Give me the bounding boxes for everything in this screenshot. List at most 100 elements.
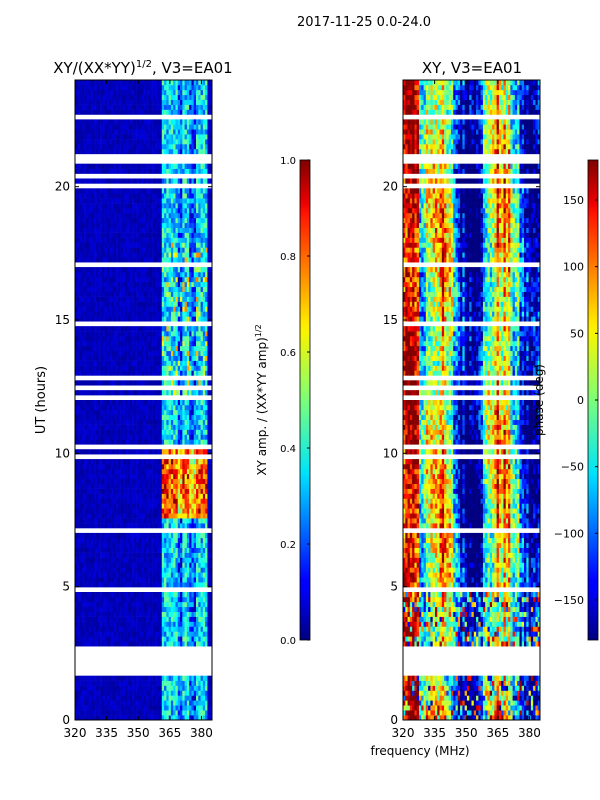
amplitude-heatmap-cell xyxy=(109,404,112,411)
amplitude-heatmap-cell xyxy=(111,636,115,642)
amplitude-heatmap-cell xyxy=(207,459,211,465)
amplitude-heatmap-cell xyxy=(116,523,119,529)
amplitude-heatmap-cell xyxy=(97,488,101,494)
amplitude-heatmap-cell xyxy=(122,459,126,465)
amplitude-heatmap-cell xyxy=(102,582,105,588)
amplitude-heatmap-cell xyxy=(184,286,188,292)
amplitude-heatmap-cell xyxy=(152,715,156,720)
amplitude-heatmap-cell xyxy=(95,636,99,642)
amplitude-heatmap-cell xyxy=(152,557,156,563)
amplitude-heatmap-cell xyxy=(100,311,103,317)
amplitude-heatmap-cell xyxy=(184,592,188,598)
amplitude-heatmap-cell xyxy=(86,523,89,529)
amplitude-heatmap-cell xyxy=(150,592,153,598)
amplitude-heatmap-cell xyxy=(159,518,163,524)
amplitude-heatmap-cell xyxy=(134,483,137,489)
amplitude-heatmap-cell xyxy=(136,513,140,519)
amplitude-heatmap-cell xyxy=(198,523,201,529)
amplitude-heatmap-cell xyxy=(207,340,211,347)
amplitude-heatmap-cell xyxy=(157,257,160,263)
amplitude-heatmap-cell xyxy=(159,257,163,263)
amplitude-heatmap-cell xyxy=(81,631,85,637)
amplitude-heatmap-cell xyxy=(81,429,85,435)
amplitude-heatmap-cell xyxy=(77,257,80,263)
amplitude-heatmap-cell xyxy=(170,606,174,612)
amplitude-heatmap-cell xyxy=(75,567,78,573)
amplitude-heatmap-cell xyxy=(104,291,108,297)
amplitude-heatmap-cell xyxy=(102,547,105,553)
amplitude-heatmap-cell xyxy=(77,291,80,297)
amplitude-heatmap-cell xyxy=(168,685,172,691)
amplitude-heatmap-cell xyxy=(145,404,149,411)
amplitude-heatmap-cell xyxy=(200,370,204,376)
amplitude-heatmap-cell xyxy=(145,596,149,603)
amplitude-heatmap-cell xyxy=(143,695,147,701)
amplitude-heatmap-cell xyxy=(90,606,94,612)
amplitude-heatmap-cell xyxy=(120,419,124,425)
amplitude-heatmap-cell xyxy=(205,537,208,544)
amplitude-heatmap-cell xyxy=(157,296,160,302)
amplitude-heatmap-cell xyxy=(189,601,192,608)
amplitude-heatmap-cell xyxy=(138,429,142,435)
amplitude-heatmap-cell xyxy=(79,459,83,465)
amplitude-heatmap-cell xyxy=(122,690,126,696)
amplitude-heatmap-cell xyxy=(175,695,179,701)
amplitude-heatmap-cell xyxy=(166,611,169,617)
amplitude-heatmap-cell xyxy=(152,468,156,475)
amplitude-heatmap-cell xyxy=(157,601,160,608)
amplitude-heatmap-cell xyxy=(182,370,185,376)
amplitude-heatmap-cell xyxy=(152,611,156,617)
amplitude-heatmap-cell xyxy=(136,439,140,445)
amplitude-heatmap-cell xyxy=(150,710,153,716)
amplitude-heatmap-cell xyxy=(100,419,103,425)
amplitude-heatmap-cell xyxy=(90,532,94,539)
amplitude-heatmap-cell xyxy=(145,350,149,356)
amplitude-heatmap-cell xyxy=(90,552,94,558)
amplitude-heatmap-cell xyxy=(173,380,176,386)
amplitude-heatmap-cell xyxy=(145,459,149,465)
amplitude-heatmap-cell xyxy=(97,518,101,524)
amplitude-heatmap-cell xyxy=(164,316,167,322)
amplitude-heatmap-cell xyxy=(180,380,183,386)
amplitude-heatmap-cell xyxy=(134,326,137,332)
amplitude-heatmap-cell xyxy=(186,523,190,529)
amplitude-heatmap-cell xyxy=(143,518,147,524)
amplitude-heatmap-cell xyxy=(116,257,119,263)
amplitude-heatmap-row xyxy=(75,577,212,583)
amplitude-heatmap-cell xyxy=(207,710,211,716)
amplitude-heatmap-cell xyxy=(159,242,163,248)
amplitude-heatmap-cell xyxy=(152,626,156,632)
amplitude-heatmap-cell xyxy=(129,503,133,509)
amplitude-heatmap-cell xyxy=(150,488,153,494)
amplitude-heatmap-cell xyxy=(184,641,188,647)
amplitude-heatmap-cell xyxy=(164,380,167,386)
amplitude-heatmap-cell xyxy=(75,636,78,642)
amplitude-heatmap-cell xyxy=(111,316,115,322)
amplitude-heatmap-cell xyxy=(161,301,165,307)
amplitude-heatmap-cell xyxy=(175,242,179,248)
amplitude-heatmap-cell xyxy=(177,592,181,598)
amplitude-heatmap-cell xyxy=(75,715,78,720)
amplitude-heatmap-cell xyxy=(159,276,163,283)
amplitude-heatmap-cell xyxy=(157,331,160,337)
amplitude-heatmap-cell xyxy=(141,508,144,514)
amplitude-heatmap-cell xyxy=(132,601,135,608)
amplitude-heatmap-cell xyxy=(84,464,87,470)
amplitude-heatmap-cell xyxy=(111,326,115,332)
amplitude-heatmap-cell xyxy=(95,340,99,347)
amplitude-heatmap-cell xyxy=(100,508,103,514)
amplitude-heatmap-cell xyxy=(202,715,206,720)
amplitude-heatmap-cell xyxy=(180,286,183,292)
amplitude-heatmap-cell xyxy=(189,311,192,317)
amplitude-heatmap-cell xyxy=(113,680,117,686)
amplitude-heatmap-cell xyxy=(75,700,78,706)
amplitude-heatmap-cell xyxy=(202,296,206,302)
amplitude-heatmap-cell xyxy=(189,621,192,627)
amplitude-heatmap-cell xyxy=(168,611,172,617)
amplitude-heatmap-cell xyxy=(136,695,140,701)
amplitude-heatmap-cell xyxy=(175,636,179,642)
amplitude-heatmap-cell xyxy=(180,621,183,627)
amplitude-heatmap-cell xyxy=(177,404,181,411)
amplitude-heatmap-cell xyxy=(88,281,92,288)
amplitude-heatmap-cell xyxy=(75,493,78,499)
